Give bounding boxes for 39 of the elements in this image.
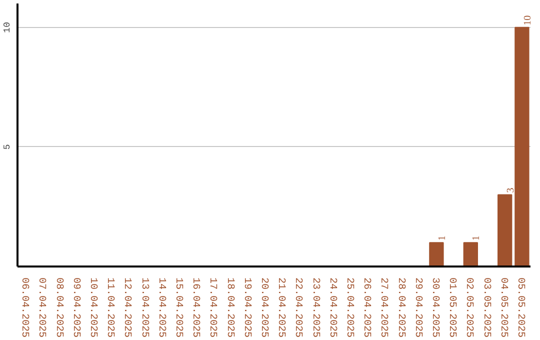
x-tick-label: 19.04.2025 [240, 278, 252, 338]
x-tick-label: 02.05.2025 [463, 278, 474, 338]
x-tick-label: 14.04.2025 [155, 278, 166, 338]
x-tick-label: 05.05.2025 [514, 278, 526, 338]
x-tick-label: 10.04.2025 [86, 278, 98, 338]
x-tick-label: 16.04.2025 [190, 278, 201, 338]
x-tick-label: 01.05.2025 [446, 278, 458, 338]
data-label: 1 [436, 236, 448, 241]
x-tick-label: 11.04.2025 [104, 278, 116, 338]
data-label: 1 [471, 236, 482, 241]
x-tick-label: 24.04.2025 [326, 278, 338, 338]
x-tick-label: 12.04.2025 [121, 278, 132, 338]
x-tick-label: 15.04.2025 [172, 278, 184, 338]
x-tick-label: 25.04.2025 [343, 278, 354, 338]
data-label: 10 [522, 15, 534, 26]
x-tick-label: 04.05.2025 [497, 278, 508, 338]
x-tick-label: 09.04.2025 [70, 278, 81, 338]
x-tick-label: 18.04.2025 [224, 278, 235, 338]
x-tick-label: 27.04.2025 [378, 278, 389, 338]
x-tick-label: 13.04.2025 [138, 278, 150, 338]
bar [514, 26, 530, 266]
x-tick-label: 06.04.2025 [18, 278, 30, 338]
data-label: 3 [505, 188, 516, 193]
bar [429, 242, 444, 266]
x-tick-label: 26.04.2025 [360, 278, 372, 338]
y-tick-label: 5 [2, 144, 12, 150]
x-tick-label: 28.04.2025 [394, 278, 406, 338]
x-tick-label: 07.04.2025 [36, 278, 47, 338]
bar [463, 242, 478, 266]
x-tick-label: 23.04.2025 [309, 278, 320, 338]
x-tick-label: 22.04.2025 [292, 278, 304, 338]
x-tick-label: 08.04.2025 [52, 278, 64, 338]
x-tick-label: 29.04.2025 [412, 278, 423, 338]
bar [498, 194, 512, 266]
x-tick-label: 20.04.2025 [258, 278, 269, 338]
x-tick-label: 03.05.2025 [480, 278, 492, 338]
x-tick-label: 17.04.2025 [206, 278, 218, 338]
x-tick-label: 21.04.2025 [275, 278, 286, 338]
x-tick-label: 30.04.2025 [428, 278, 440, 338]
